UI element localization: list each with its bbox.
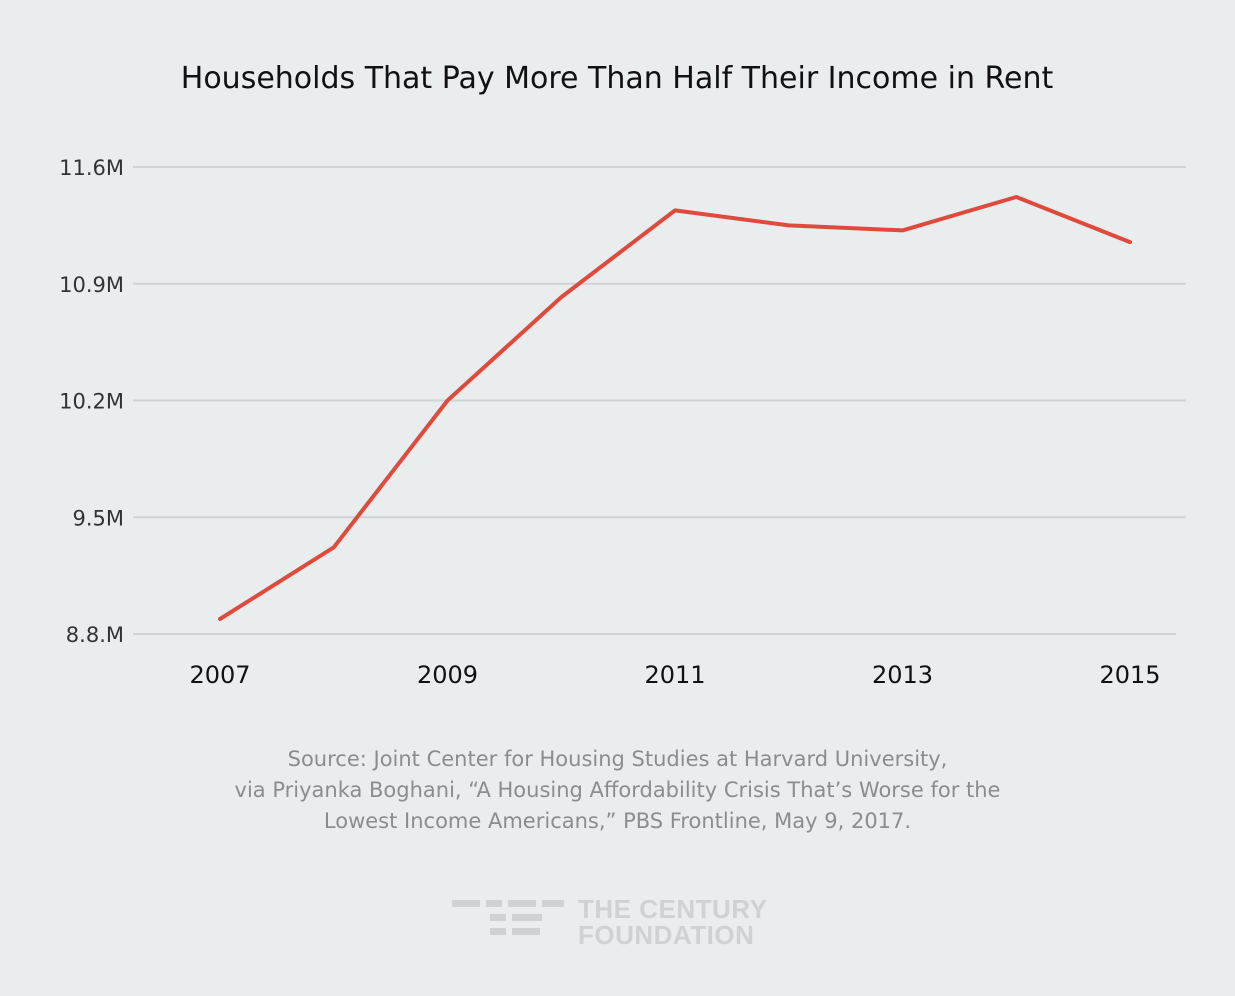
y-tick-label: 11.6M <box>59 156 124 180</box>
logo-mark-icon <box>452 900 564 935</box>
line-chart: Households That Pay More Than Half Their… <box>59 61 1186 689</box>
x-axis-ticks: 2007 2009 2011 2013 2015 <box>189 661 1160 689</box>
x-tick-label: 2009 <box>417 661 478 689</box>
y-tick-label: 10.2M <box>59 390 124 414</box>
source-note: Source: Joint Center for Housing Studies… <box>0 744 1235 837</box>
series-line-0 <box>218 195 1132 621</box>
century-foundation-logo: THE CENTURY FOUNDATION <box>452 896 782 952</box>
x-tick-label: 2011 <box>644 661 705 689</box>
source-line-2: via Priyanka Boghani, “A Housing Afforda… <box>234 778 1001 802</box>
logo-line-1: THE CENTURY <box>578 894 768 924</box>
grid-lines <box>133 166 1186 635</box>
x-tick-label: 2007 <box>189 661 250 689</box>
source-line-3: Lowest Income Americans,” PBS Frontline,… <box>323 809 912 833</box>
y-axis-ticks: 11.6M 10.9M 10.2M 9.5M 8.8.M <box>59 156 124 647</box>
x-tick-label: 2013 <box>872 661 933 689</box>
chart-title: Households That Pay More Than Half Their… <box>181 61 1054 96</box>
logo-text: THE CENTURY FOUNDATION <box>578 896 767 948</box>
y-tick-label: 10.9M <box>59 273 124 297</box>
x-tick-label: 2015 <box>1099 661 1160 689</box>
logo-line-2: FOUNDATION <box>578 920 755 950</box>
y-tick-label: 8.8.M <box>66 623 124 647</box>
y-tick-label: 9.5M <box>72 506 124 530</box>
source-line-1: Source: Joint Center for Housing Studies… <box>287 747 948 771</box>
series-layer <box>218 195 1132 621</box>
